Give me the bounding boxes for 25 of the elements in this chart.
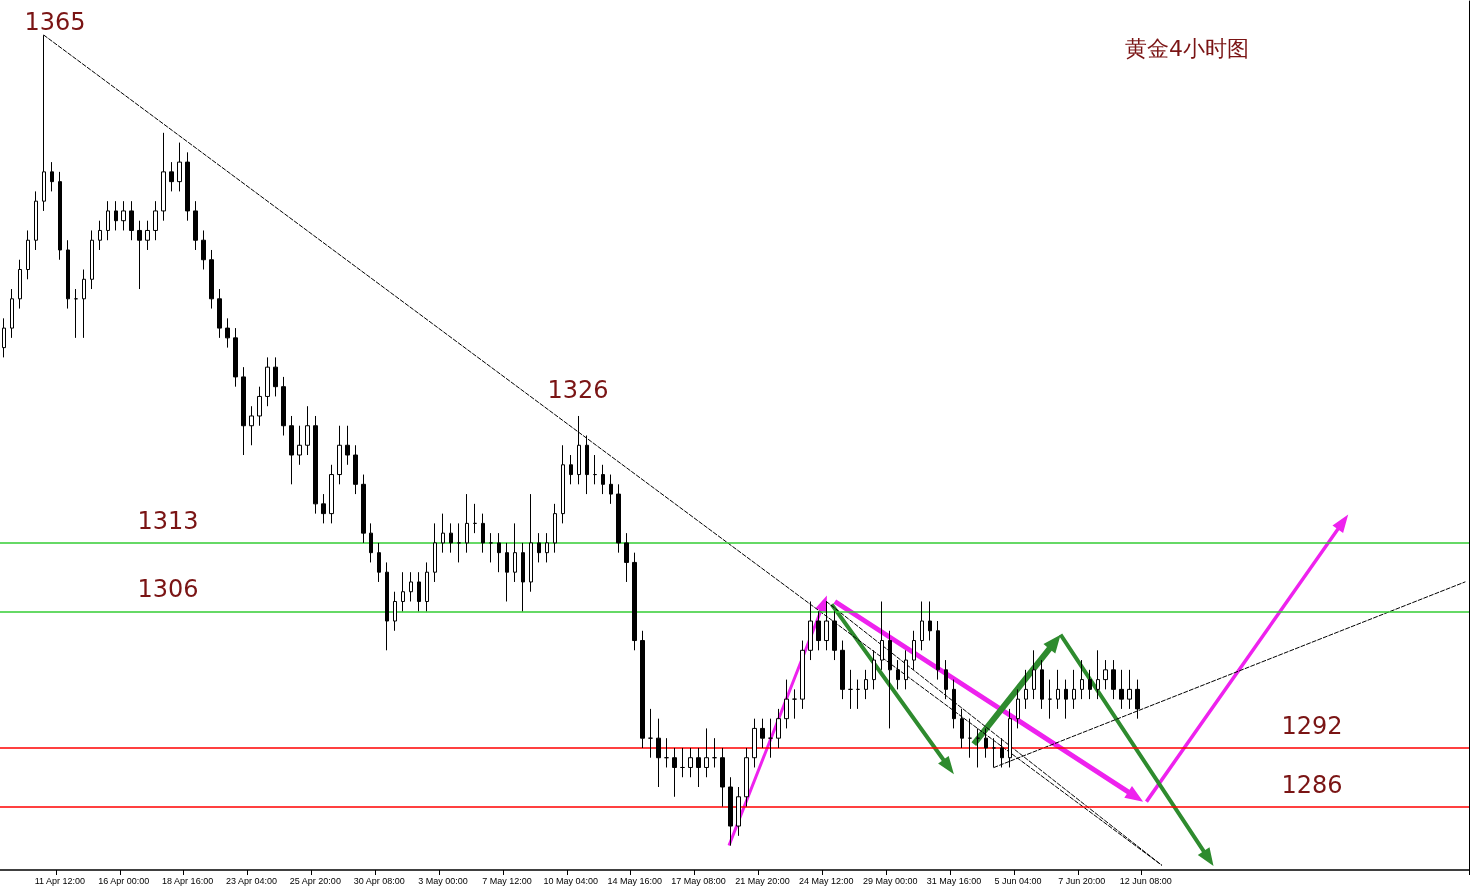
ref-line-label: 1292 [1281, 711, 1343, 740]
annotation: 1326 [547, 376, 609, 404]
x-tick-label: 24 May 12:00 [799, 875, 854, 886]
x-tick-label: 12 Jun 08:00 [1119, 875, 1172, 886]
ref-line-label: 1306 [137, 575, 199, 604]
annotation: 1365 [24, 8, 86, 36]
x-tick-label: 18 Apr 16:00 [162, 875, 214, 886]
x-tick-label: 25 Apr 20:00 [289, 875, 341, 886]
text: 黄金4小时图 [1125, 35, 1249, 61]
x-tick-label: 5 Jun 04:00 [994, 875, 1042, 886]
ref-line-label: 1313 [137, 506, 199, 535]
x-tick-label: 3 May 00:00 [418, 875, 468, 886]
x-tick-label: 10 May 04:00 [543, 875, 599, 886]
x-tick-label: 29 May 00:00 [862, 875, 918, 886]
x-tick-label: 16 Apr 00:00 [98, 875, 150, 886]
x-tick-label: 23 Apr 04:00 [225, 875, 278, 886]
x-tick-label: 7 May 12:00 [482, 875, 532, 886]
x-tick-label: 21 May 20:00 [735, 875, 790, 886]
ref-line-label: 1286 [1281, 770, 1343, 799]
x-tick-label: 30 Apr 08:00 [353, 875, 405, 886]
x-tick-label: 14 May 16:00 [607, 875, 662, 886]
x-tick-label: 7 Jun 20:00 [1058, 875, 1106, 886]
x-tick-label: 11 Apr 12:00 [34, 875, 86, 886]
x-tick-label: 17 May 08:00 [671, 875, 726, 886]
x-tick-label: 31 May 16:00 [926, 875, 982, 886]
